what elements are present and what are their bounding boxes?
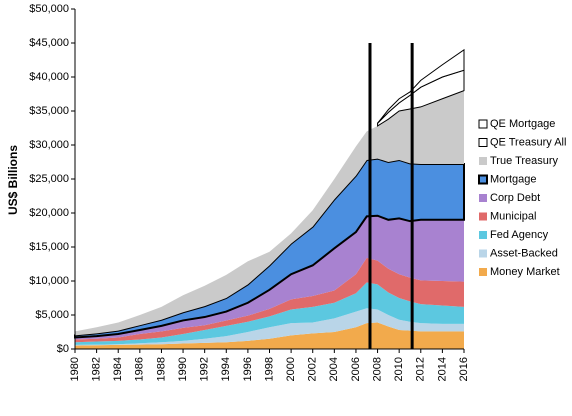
y-axis-label: US$ Billions [6, 145, 20, 215]
area [75, 215, 464, 340]
area [75, 308, 464, 346]
legend-label: Mortgage [490, 173, 536, 185]
legend-label: True Treasury [490, 155, 559, 167]
x-tick-label: 2006 [350, 357, 362, 381]
plot-area [74, 48, 465, 349]
x-tick-label: 2008 [371, 357, 383, 381]
y-tick-label: $40,000 [29, 71, 69, 83]
x-tick-label: 2010 [393, 357, 405, 381]
area [75, 322, 464, 349]
legend-label: QE Treasury All [490, 136, 566, 148]
x-tick-label: 1988 [155, 357, 167, 381]
x-tick-label: 1980 [69, 357, 81, 381]
x-tick-label: 1996 [242, 357, 254, 381]
area [377, 48, 465, 124]
legend-swatch [479, 157, 487, 165]
y-tick-label: $20,000 [29, 207, 69, 219]
x-tick-label: 1982 [91, 357, 103, 381]
legend-swatch [478, 174, 488, 185]
legend-label: Asset-Backed [490, 247, 558, 259]
x-tick-label: 1994 [220, 357, 232, 381]
x-tick-label: 2016 [458, 357, 470, 381]
y-tick-label: $30,000 [29, 139, 69, 151]
legend-swatch [478, 119, 488, 129]
y-tick-label: $25,000 [29, 173, 69, 185]
legend-label: Municipal [490, 210, 536, 222]
y-tick-label: $0 [57, 343, 69, 355]
legend-swatch [479, 249, 487, 258]
y-tick-label: $50,000 [29, 3, 69, 15]
legend: QE Mortgage QE Treasury All True Treasury M… [478, 118, 566, 278]
x-tick-label: 1998 [263, 357, 275, 381]
x-tick-label: 1992 [199, 357, 211, 381]
area [75, 282, 464, 345]
x-tick-label: 1990 [177, 357, 189, 381]
legend-swatch [479, 268, 487, 276]
x-tick-label: 2012 [415, 357, 427, 381]
y-tick-label: $15,000 [29, 241, 69, 253]
y-tick-label: $10,000 [29, 275, 69, 287]
legend-label: QE Mortgage [490, 118, 555, 130]
legend-swatch [479, 194, 487, 202]
area [74, 157, 465, 339]
legend-label: Corp Debt [490, 192, 540, 204]
area [75, 90, 464, 336]
x-tick-label: 2014 [436, 357, 448, 381]
area [75, 257, 464, 343]
y-tick-label: $35,000 [29, 105, 69, 117]
y-tick-label: $45,000 [29, 37, 69, 49]
x-tick-label: 2004 [328, 357, 340, 381]
x-tick-label: 2000 [285, 357, 297, 381]
legend-swatch [479, 212, 487, 221]
legend-swatch [479, 231, 487, 239]
x-tick-label: 1986 [134, 357, 146, 381]
x-tick-label: 2002 [307, 357, 319, 381]
legend-label: Fed Agency [490, 229, 549, 241]
y-tick-label: $5,000 [35, 309, 69, 321]
x-tick-label: 1984 [112, 357, 124, 381]
legend-label: Money Market [490, 266, 560, 278]
legend-swatch [478, 138, 488, 147]
